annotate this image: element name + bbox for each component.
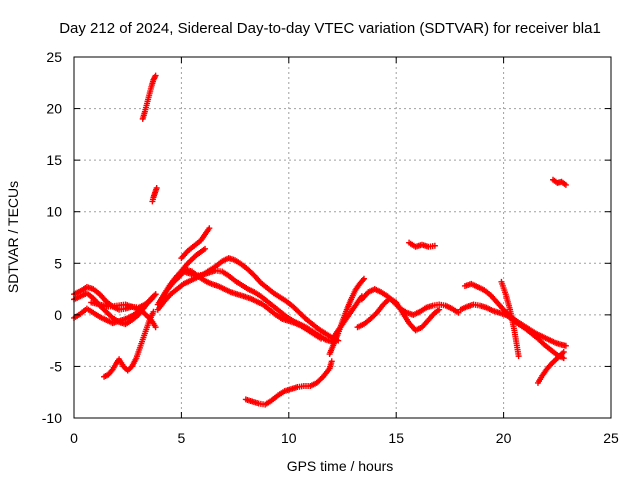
data-point: [151, 292, 158, 299]
plot-border: [73, 56, 612, 419]
data-point: [431, 242, 438, 249]
series-arc-5: [101, 308, 157, 380]
series-arc-23: [550, 176, 569, 188]
data-point: [153, 184, 160, 191]
data-point: [455, 309, 462, 316]
y-tick-label: 5: [54, 255, 62, 271]
y-tick-label: -10: [42, 410, 62, 426]
data-point: [152, 72, 159, 79]
series-arc-7: [149, 184, 160, 205]
data-point: [108, 367, 115, 374]
series-arc-22: [534, 348, 567, 386]
series-arc-20: [457, 301, 567, 362]
y-tick-label: 0: [54, 307, 62, 323]
y-tick-label: 25: [46, 49, 62, 65]
data-point: [560, 348, 567, 355]
x-tick-label: 5: [178, 430, 186, 446]
series-arc-16: [354, 295, 443, 334]
series-arc-13: [242, 358, 335, 408]
x-axis-label: GPS time / hours: [287, 458, 394, 474]
data-point: [436, 306, 443, 313]
data-marks: [71, 72, 569, 408]
series-arc-18: [406, 239, 438, 250]
data-point: [328, 358, 335, 365]
data-point: [150, 308, 157, 315]
x-tick-label: 15: [388, 430, 404, 446]
series-arc-15: [328, 293, 365, 344]
y-tick-label: 15: [46, 152, 62, 168]
x-tick-label: 0: [70, 430, 78, 446]
x-tick-label: 25: [603, 430, 619, 446]
y-axis-label: SDTVAR / TECUs: [5, 181, 21, 293]
data-point: [202, 245, 209, 252]
data-point: [359, 277, 366, 284]
x-tick-label: 10: [281, 430, 297, 446]
data-point: [560, 355, 567, 362]
data-point: [318, 335, 325, 342]
chart-title: Day 212 of 2024, Sidereal Day-to-day VTE…: [59, 20, 601, 37]
data-point: [206, 225, 213, 232]
series-arc-17: [358, 286, 462, 318]
series-arc-6: [139, 72, 159, 122]
data-point: [562, 342, 569, 349]
y-tick-label: 20: [46, 101, 62, 117]
data-point: [515, 353, 522, 360]
data-point: [152, 324, 159, 331]
data-point: [562, 181, 569, 188]
data-point: [360, 275, 367, 282]
series-arc-21: [498, 278, 522, 360]
y-tick-label: 10: [46, 204, 62, 220]
grid: [74, 57, 611, 418]
series-arc-11: [178, 225, 213, 262]
axis-ticks: 0 5 10 15 20 25 -10 -5 0 5 10 15 20 25: [42, 49, 619, 446]
data-point: [152, 291, 159, 298]
x-tick-label: 20: [496, 430, 512, 446]
series-arc-10: [156, 266, 325, 342]
y-tick-label: -5: [50, 358, 63, 374]
series-arc-12: [176, 245, 209, 277]
